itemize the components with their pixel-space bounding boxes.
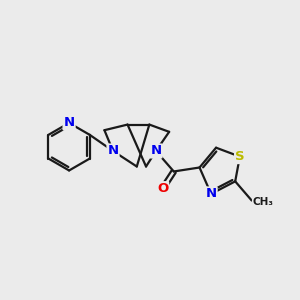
Text: CH₃: CH₃ [253, 197, 274, 207]
Text: N: N [206, 188, 217, 200]
Text: N: N [64, 116, 75, 129]
Text: N: N [150, 145, 161, 158]
Text: S: S [235, 150, 244, 163]
Text: O: O [157, 182, 168, 195]
Text: N: N [107, 145, 118, 158]
